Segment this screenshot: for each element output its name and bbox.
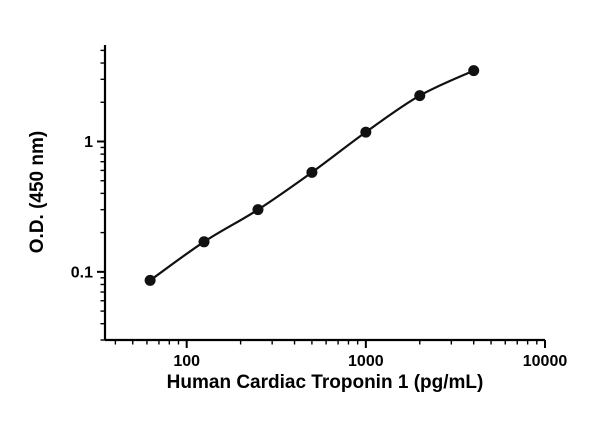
y-tick-label: 0.1 xyxy=(71,264,93,281)
x-tick-label: 100 xyxy=(173,353,200,370)
data-point xyxy=(306,166,318,178)
x-tick-label: 1000 xyxy=(348,353,384,370)
data-point xyxy=(414,90,426,102)
data-point xyxy=(198,236,210,248)
x-axis-title: Human Cardiac Troponin 1 (pg/mL) xyxy=(166,372,484,393)
x-tick-label: 10000 xyxy=(523,353,568,370)
y-tick-label: 1 xyxy=(84,134,93,151)
data-point xyxy=(252,204,264,216)
data-point xyxy=(468,65,480,77)
data-point xyxy=(144,274,156,286)
data-point xyxy=(360,126,372,138)
y-axis-title-text: O.D. (450 nm) xyxy=(27,130,48,254)
